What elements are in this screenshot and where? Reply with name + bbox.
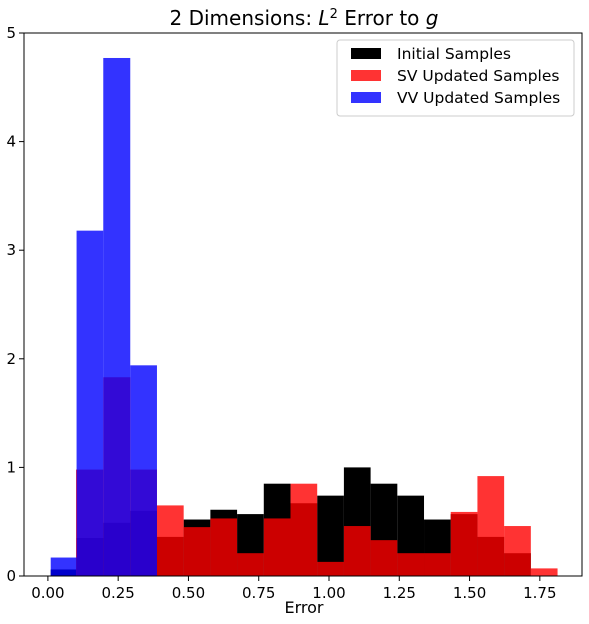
histogram-bar [183, 527, 211, 576]
legend-label: Initial Samples [397, 45, 511, 63]
histogram-bar [130, 365, 157, 576]
histogram-bar [504, 526, 531, 576]
title-math-var: g [426, 6, 439, 30]
legend-label: VV Updated Samples [397, 89, 560, 107]
x-tick-label: 1.25 [383, 584, 416, 602]
title-math-base: L [318, 6, 329, 30]
x-tick-label: 0.25 [101, 584, 134, 602]
y-tick-label: 5 [6, 24, 16, 42]
x-tick-label: 0.00 [31, 584, 64, 602]
histogram-bar [477, 476, 505, 576]
histogram-bar [103, 57, 131, 577]
histogram-bar [156, 505, 184, 576]
histogram-bar [210, 518, 238, 576]
x-tick-label: 0.50 [172, 584, 205, 602]
legend-box [336, 39, 575, 117]
legend-swatch [351, 92, 381, 103]
histogram-bar [343, 526, 371, 576]
histogram-bar [317, 561, 344, 576]
y-tick-label: 0 [6, 567, 16, 585]
x-tick-label: 1.75 [523, 584, 556, 602]
y-tick-label: 3 [6, 241, 16, 259]
plot-area [50, 57, 558, 577]
series-vv-updated-samples [50, 57, 157, 577]
y-tick-label: 2 [6, 350, 16, 368]
histogram-bar [237, 553, 264, 576]
histogram-bar [50, 557, 77, 576]
histogram-bar [397, 553, 425, 576]
histogram-bar [290, 483, 318, 576]
histogram-bar [450, 511, 478, 576]
legend-swatch [351, 70, 381, 81]
x-axis-label: Error [285, 598, 324, 617]
title-math-sup: 2 [330, 7, 338, 22]
x-tick-label: 0.75 [242, 584, 275, 602]
histogram-bar [424, 553, 451, 576]
axes: 0.00 0.25 0.50 0.75 1.00 1.25 1.50 1.75 0 1 2 3 4 5 [6, 24, 583, 602]
histogram-bar [263, 518, 291, 576]
legend: Initial Samples SV Updated Samples VV Upda… [336, 39, 575, 117]
y-tick-label: 4 [6, 133, 16, 151]
title-suffix: Error to [338, 6, 426, 30]
histogram-bar [370, 540, 398, 576]
title-main: 2 Dimensions: [170, 6, 319, 30]
x-tick-label: 1.00 [312, 584, 345, 602]
chart-title: 2 Dimensions: L2 Error to g [170, 6, 439, 30]
x-tick-label: 1.50 [453, 584, 486, 602]
legend-label: SV Updated Samples [397, 67, 559, 85]
histogram-bar [76, 230, 104, 576]
plot-frame [23, 32, 583, 577]
y-tick-label: 1 [6, 458, 16, 476]
histogram-bar [530, 568, 558, 576]
legend-swatch [351, 48, 381, 59]
